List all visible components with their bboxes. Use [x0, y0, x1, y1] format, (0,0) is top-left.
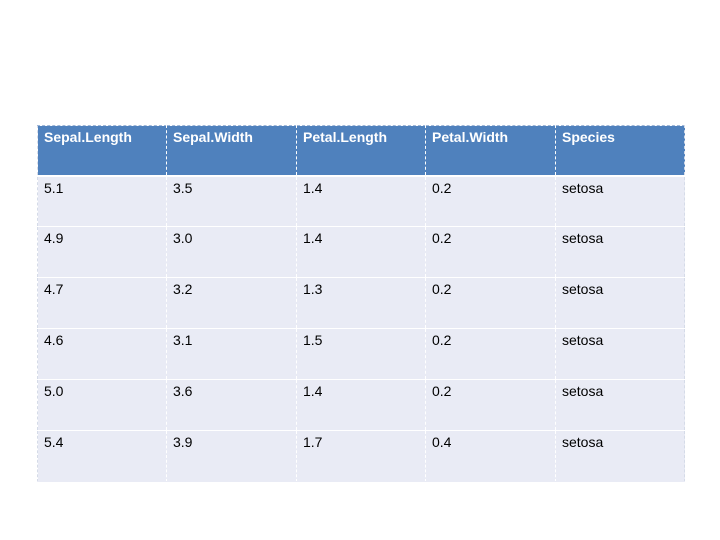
- table-cell: 1.4: [296, 226, 426, 278]
- column-header-species: Species: [555, 125, 685, 177]
- table-cell: 3.0: [166, 226, 297, 278]
- table-cell: 3.2: [166, 277, 297, 329]
- table-cell: 3.9: [166, 430, 297, 482]
- table-cell: 3.1: [166, 328, 297, 380]
- table-cell: 0.4: [425, 430, 556, 482]
- table-row: 5.1 3.5 1.4 0.2 setosa: [37, 175, 685, 227]
- table-cell: 0.2: [425, 175, 556, 227]
- table-cell: 3.5: [166, 175, 297, 227]
- table-cell: 1.4: [296, 175, 426, 227]
- table-cell: 1.4: [296, 379, 426, 431]
- column-header-sepal-length: Sepal.Length: [37, 125, 167, 177]
- table-cell: 4.6: [37, 328, 167, 380]
- table-cell: 3.6: [166, 379, 297, 431]
- table-row: 4.7 3.2 1.3 0.2 setosa: [37, 277, 685, 329]
- table-cell: 1.3: [296, 277, 426, 329]
- table-cell: 5.1: [37, 175, 167, 227]
- table-row: 5.4 3.9 1.7 0.4 setosa: [37, 430, 685, 482]
- table-cell: 5.0: [37, 379, 167, 431]
- table-cell: 0.2: [425, 277, 556, 329]
- table-cell: 5.4: [37, 430, 167, 482]
- table-cell: setosa: [555, 277, 685, 329]
- table-header-row: Sepal.Length Sepal.Width Petal.Length Pe…: [37, 125, 685, 177]
- column-header-petal-width: Petal.Width: [425, 125, 556, 177]
- table-cell: setosa: [555, 175, 685, 227]
- table-cell: 1.7: [296, 430, 426, 482]
- table-row: 5.0 3.6 1.4 0.2 setosa: [37, 379, 685, 431]
- column-header-sepal-width: Sepal.Width: [166, 125, 297, 177]
- table-cell: setosa: [555, 430, 685, 482]
- table-cell: 1.5: [296, 328, 426, 380]
- table-cell: setosa: [555, 226, 685, 278]
- column-header-petal-length: Petal.Length: [296, 125, 426, 177]
- table-cell: 0.2: [425, 379, 556, 431]
- table-cell: 0.2: [425, 226, 556, 278]
- table-cell: 0.2: [425, 328, 556, 380]
- table-cell: 4.7: [37, 277, 167, 329]
- table-cell: setosa: [555, 379, 685, 431]
- table-cell: 4.9: [37, 226, 167, 278]
- table-cell: setosa: [555, 328, 685, 380]
- table-row: 4.6 3.1 1.5 0.2 setosa: [37, 328, 685, 380]
- table-row: 4.9 3.0 1.4 0.2 setosa: [37, 226, 685, 278]
- data-table: Sepal.Length Sepal.Width Petal.Length Pe…: [37, 125, 685, 482]
